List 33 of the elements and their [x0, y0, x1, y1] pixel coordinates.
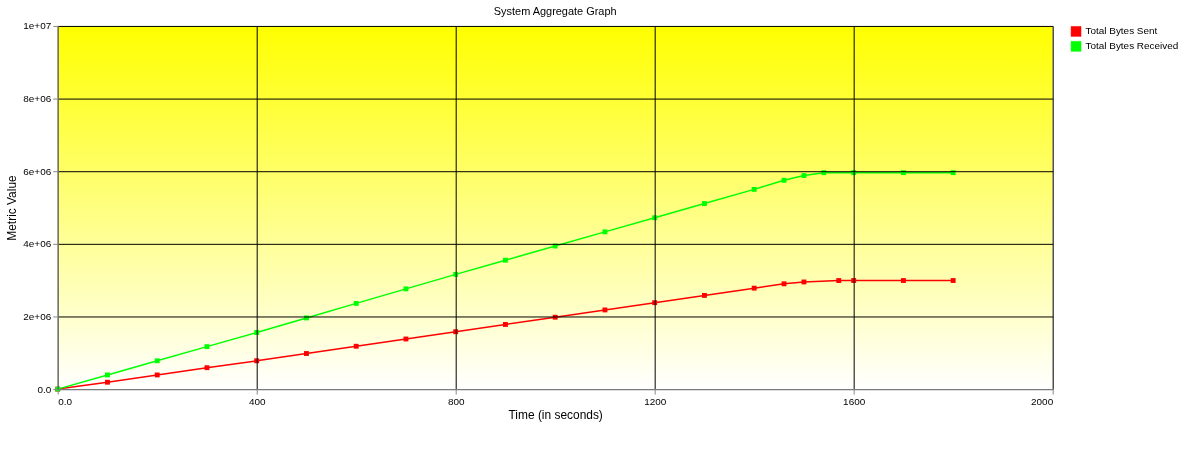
- point: [353, 300, 359, 306]
- y-tick-label: 1e+07: [23, 20, 52, 32]
- y-tick-label: 2e+06: [23, 310, 52, 322]
- x-tick-label: 400: [248, 395, 266, 407]
- y-tick-label: 6e+06: [23, 165, 52, 177]
- point: [801, 173, 807, 179]
- point: [304, 351, 309, 356]
- y-tick-label: 4e+06: [23, 238, 52, 250]
- point: [701, 201, 707, 206]
- point: [602, 229, 608, 235]
- x-tick-label: 800: [447, 395, 465, 407]
- point: [503, 322, 508, 327]
- point: [900, 278, 906, 283]
- x-tick-label: 1200: [644, 395, 667, 407]
- point: [950, 278, 956, 283]
- point: [751, 186, 757, 192]
- point: [105, 379, 110, 385]
- x-axis-title: Time (in seconds): [508, 408, 603, 423]
- chart-title: System Aggregate Graph: [493, 5, 617, 18]
- x-tick-label: 0.0: [58, 395, 73, 407]
- legend-label: Total Bytes Received: [1085, 40, 1179, 52]
- point: [751, 285, 757, 291]
- y-axis-title: Metric Value: [5, 174, 20, 241]
- point: [836, 278, 842, 283]
- legend-label: Total Bytes Sent: [1085, 25, 1158, 37]
- y-tick-label: 0.0: [37, 383, 52, 395]
- point: [701, 292, 707, 298]
- y-tick-label: 8e+06: [23, 93, 52, 105]
- x-tick-label: 1600: [843, 395, 866, 407]
- point: [353, 343, 359, 349]
- point: [503, 257, 508, 263]
- x-tick-label: 2000: [1031, 395, 1054, 407]
- point: [154, 358, 160, 364]
